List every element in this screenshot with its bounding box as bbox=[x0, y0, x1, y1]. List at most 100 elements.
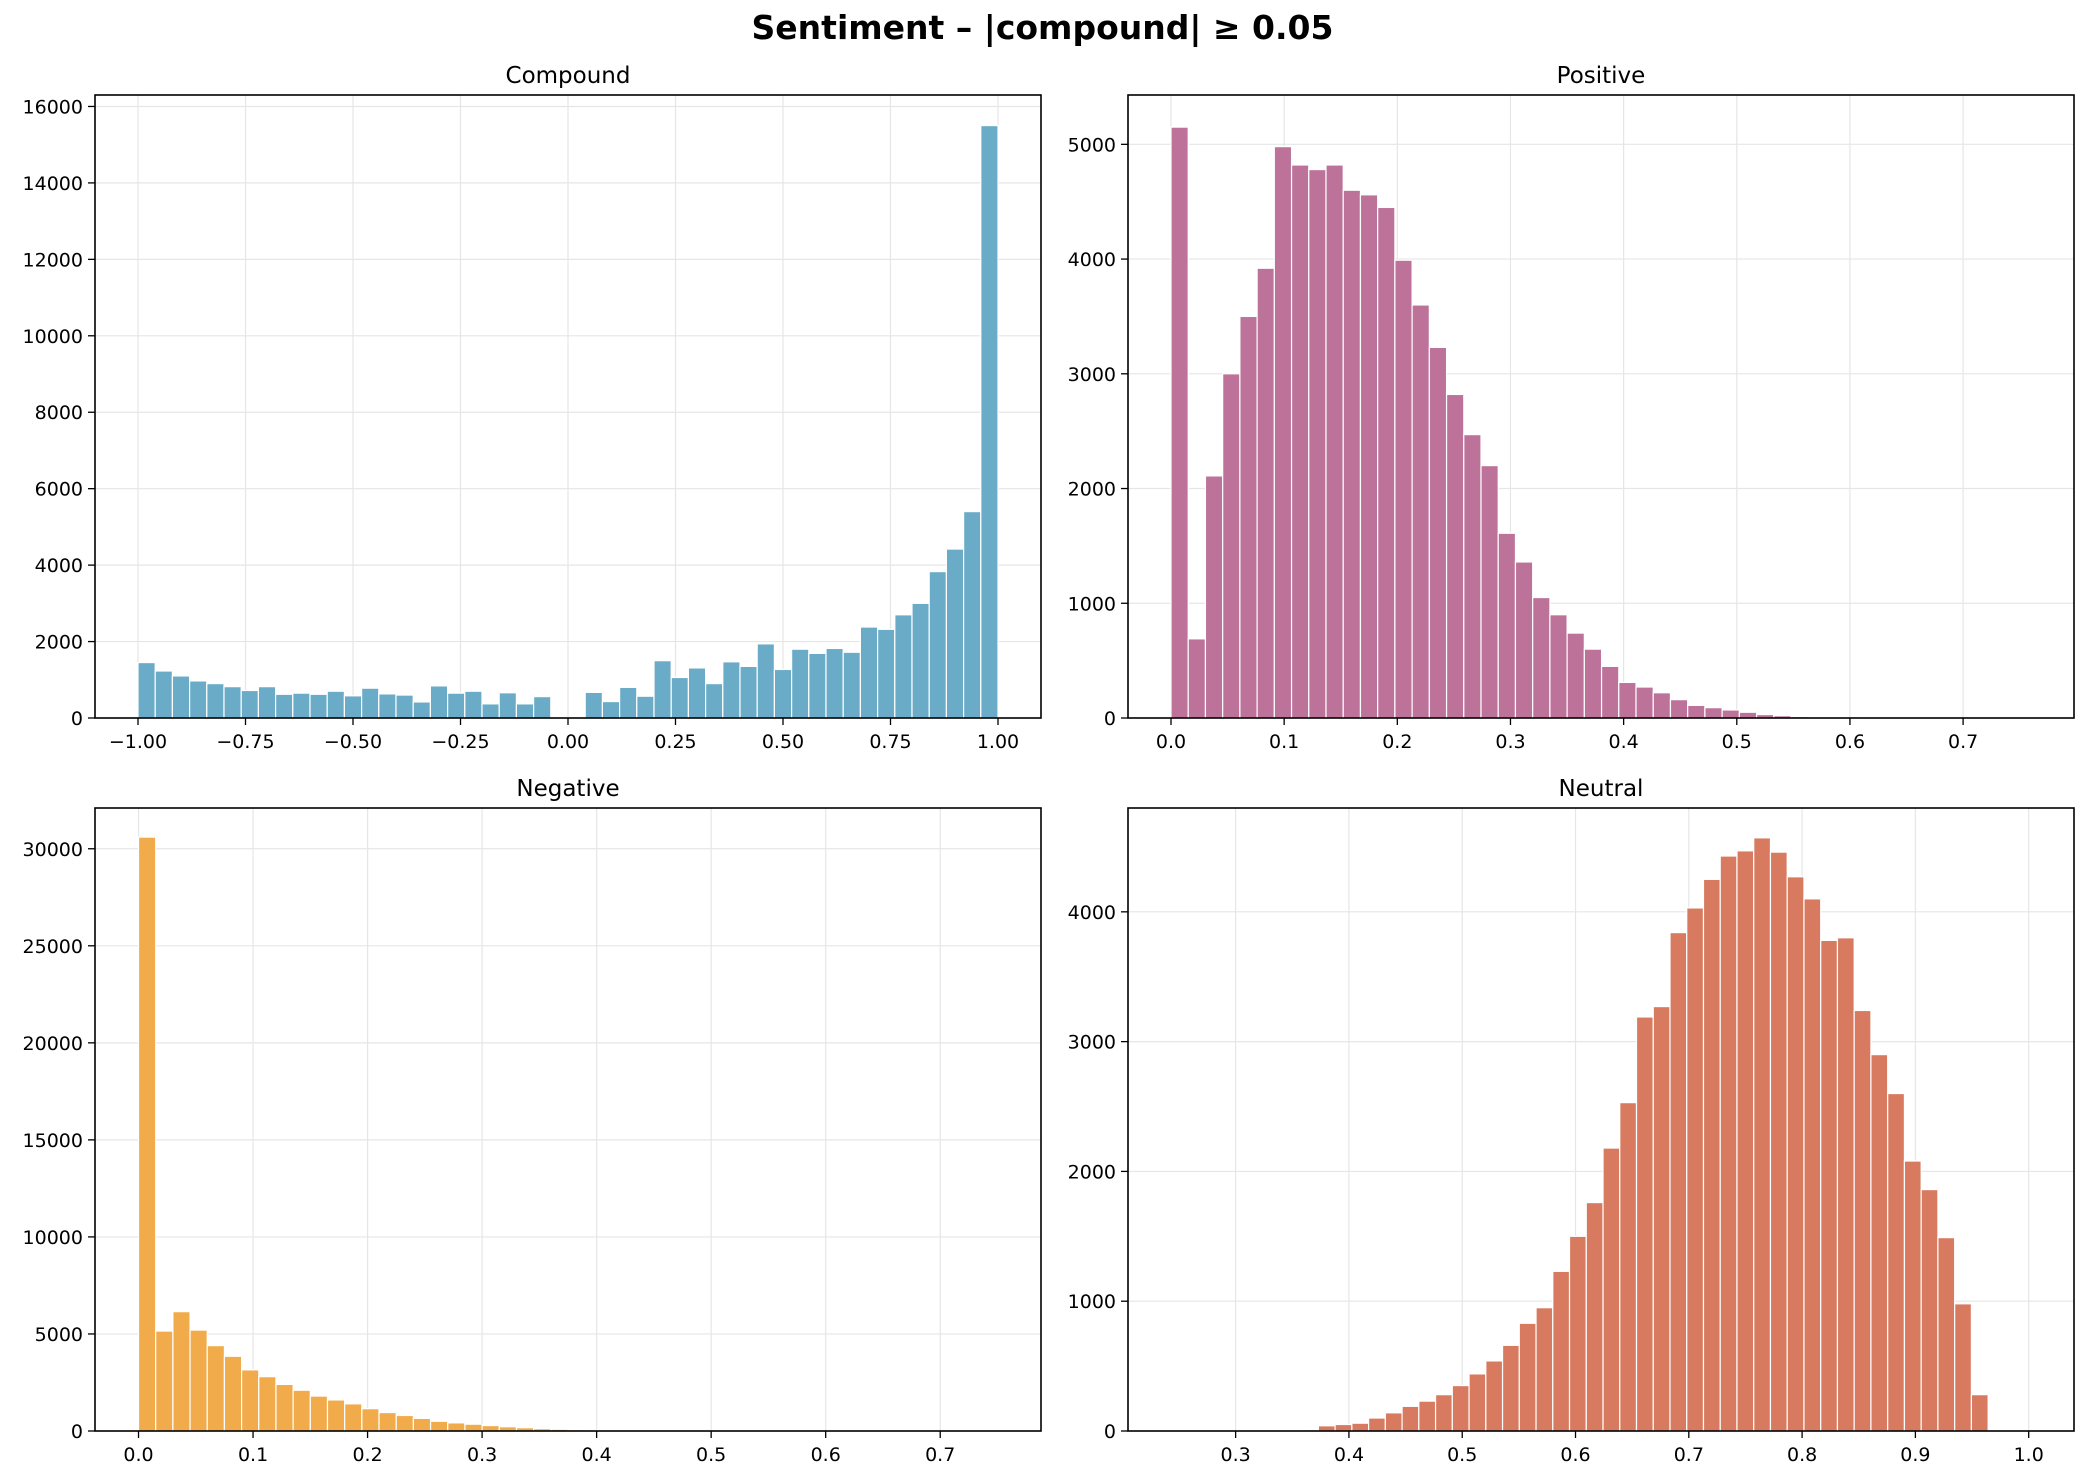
histogram-bar bbox=[1308, 168, 1327, 719]
histogram-bar bbox=[1451, 1384, 1470, 1432]
histogram-bar bbox=[1687, 704, 1706, 719]
subplot-title: Compound bbox=[506, 63, 631, 89]
histogram-bar bbox=[1549, 614, 1568, 719]
x-tick-label: 0.4 bbox=[582, 1444, 612, 1466]
x-tick-label: 1.00 bbox=[977, 731, 1019, 753]
histogram-bar bbox=[1377, 206, 1396, 719]
histogram-bar bbox=[344, 1403, 363, 1432]
histogram-bar bbox=[481, 703, 500, 719]
figure-title: Sentiment – |compound| ≥ 0.05 bbox=[751, 8, 1334, 47]
x-tick-label: 0.00 bbox=[547, 731, 589, 753]
histogram-bar bbox=[1618, 681, 1637, 719]
histogram-bar bbox=[1535, 1307, 1554, 1432]
histogram-bar bbox=[1954, 1303, 1973, 1432]
histogram-bar bbox=[1769, 851, 1788, 1432]
x-tick-label: −0.75 bbox=[216, 731, 274, 753]
histogram-bar bbox=[1342, 189, 1362, 719]
histogram-bar bbox=[1468, 1373, 1487, 1432]
y-tick-label: 3000 bbox=[1068, 364, 1116, 386]
y-tick-label: 10000 bbox=[23, 1227, 83, 1249]
histogram-bar bbox=[687, 667, 707, 719]
subplot-title: Neutral bbox=[1559, 776, 1644, 802]
histogram-bar bbox=[447, 1422, 466, 1432]
histogram-bar bbox=[842, 651, 862, 719]
y-tick-label: 2000 bbox=[35, 632, 83, 654]
histogram-bar bbox=[928, 571, 948, 719]
x-tick-label: 0.3 bbox=[1221, 1444, 1251, 1466]
histogram-bar bbox=[171, 675, 191, 719]
histogram-bar bbox=[876, 628, 896, 719]
histogram-bar bbox=[825, 647, 844, 719]
histogram-bar bbox=[911, 602, 930, 719]
histogram-bar bbox=[1920, 1188, 1939, 1432]
histogram-bar bbox=[137, 836, 157, 1432]
histogram-bar bbox=[1187, 638, 1207, 719]
histogram-bar bbox=[1256, 267, 1275, 719]
histogram-bar bbox=[1485, 1360, 1504, 1432]
histogram-bar bbox=[1970, 1394, 1989, 1432]
histogram-bar bbox=[601, 700, 621, 719]
histogram-bar bbox=[1820, 939, 1839, 1432]
histogram-bar bbox=[1204, 475, 1224, 719]
histogram-bar bbox=[206, 1345, 226, 1432]
histogram-bar bbox=[172, 1311, 191, 1432]
histogram-bar bbox=[1418, 1400, 1437, 1432]
histogram-bar bbox=[464, 1423, 483, 1432]
histogram-bar bbox=[1222, 373, 1241, 719]
histogram-bar bbox=[361, 687, 380, 719]
y-tick-label: 14000 bbox=[23, 173, 83, 195]
x-tick-label: 0.2 bbox=[1382, 731, 1412, 753]
histogram-bar bbox=[378, 1411, 397, 1432]
y-tick-label: 3000 bbox=[1068, 1032, 1116, 1054]
histogram-bar bbox=[1602, 1147, 1621, 1432]
histogram-bar bbox=[292, 1389, 311, 1432]
histogram-bar bbox=[1401, 1405, 1420, 1432]
histogram-bar bbox=[292, 692, 311, 719]
y-tick-label: 12000 bbox=[23, 249, 83, 271]
histogram-bar bbox=[945, 548, 965, 719]
x-tick-label: 0.50 bbox=[762, 731, 804, 753]
histogram-bar bbox=[1600, 665, 1620, 719]
histogram-bar bbox=[326, 690, 346, 719]
x-tick-label: 0.8 bbox=[1787, 1444, 1817, 1466]
histogram-bar bbox=[137, 661, 156, 719]
histogram-bar bbox=[1887, 1092, 1906, 1432]
histogram-bar bbox=[498, 692, 518, 719]
axes-frame bbox=[1127, 94, 2075, 719]
histogram-bar bbox=[1937, 1237, 1956, 1432]
histogram-bar bbox=[1669, 699, 1689, 719]
histogram-bar bbox=[223, 686, 242, 719]
x-tick-label: 0.3 bbox=[1495, 731, 1525, 753]
negative-panel: 0.0 0.1 0.2 0.3 0.4 0.5 0.6 0.7 0 5000 10000 15000 2… bbox=[23, 776, 1042, 1466]
histogram-bar bbox=[378, 693, 397, 719]
histogram-bar bbox=[240, 1369, 260, 1432]
histogram-bar bbox=[1273, 146, 1293, 719]
histogram-bar bbox=[1325, 164, 1344, 719]
neutral-panel: 0.3 0.4 0.5 0.6 0.7 0.8 0.9 1.0 0 1000 2000 3000 400… bbox=[1068, 776, 2075, 1466]
histogram-bar bbox=[1583, 648, 1603, 719]
histogram-bar bbox=[670, 676, 690, 719]
histogram-bar bbox=[1290, 164, 1310, 719]
histogram-bar bbox=[515, 703, 535, 719]
y-tick-label: 25000 bbox=[23, 936, 83, 958]
histogram-bar bbox=[1669, 931, 1688, 1432]
histogram-bar bbox=[1359, 194, 1379, 719]
y-tick-label: 0 bbox=[71, 1421, 83, 1443]
histogram-bar bbox=[395, 1414, 414, 1432]
x-tick-label: −0.50 bbox=[324, 731, 382, 753]
histogram-bar bbox=[1351, 1422, 1370, 1432]
x-tick-label: 0.0 bbox=[1156, 731, 1186, 753]
histogram-bar bbox=[1786, 876, 1805, 1432]
histogram-bar bbox=[1736, 850, 1755, 1432]
x-tick-label: 0.5 bbox=[1722, 731, 1752, 753]
histogram-bar bbox=[1445, 393, 1465, 719]
histogram-bar bbox=[1497, 532, 1517, 719]
histogram-bar bbox=[1702, 878, 1721, 1432]
axes-frame bbox=[1127, 807, 2075, 1432]
positive-panel: 0.0 0.1 0.2 0.3 0.4 0.5 0.6 0.7 0 1000 2000 3000 400… bbox=[1068, 63, 2075, 753]
histogram-bar bbox=[1463, 434, 1482, 719]
y-tick-label: 4000 bbox=[1068, 902, 1116, 924]
x-tick-label: 0.4 bbox=[1609, 731, 1639, 753]
x-tick-label: 0.6 bbox=[1560, 1444, 1590, 1466]
